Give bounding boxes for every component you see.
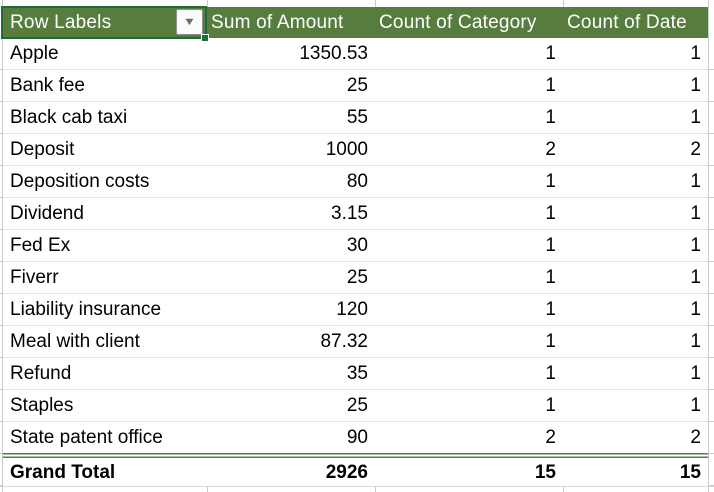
category-count-cell[interactable]: 1	[545, 299, 556, 320]
date-count-cell[interactable]: 1	[690, 75, 701, 96]
amount-cell[interactable]: 1000	[325, 139, 368, 160]
amount-cell[interactable]: 87.32	[320, 331, 368, 352]
pivot-row: Black cab taxi 55 1 1	[3, 102, 708, 134]
date-count-cell[interactable]: 1	[690, 363, 701, 384]
pivot-row: Apple 1350.53 1 1	[3, 38, 708, 70]
row-gridline-rail-left	[0, 38, 3, 486]
row-label-cell[interactable]: Bank fee	[10, 75, 85, 96]
row-label-cell[interactable]: State patent office	[10, 427, 163, 448]
row-label-cell[interactable]: Liability insurance	[10, 299, 162, 320]
pivot-row: Liability insurance 120 1 1	[3, 294, 708, 326]
date-count-cell[interactable]: 1	[690, 299, 701, 320]
gridline-stub	[207, 486, 208, 492]
row-label-cell[interactable]: Staples	[10, 395, 74, 416]
date-count-cell[interactable]: 1	[690, 43, 701, 64]
pivot-rows: Apple 1350.53 1 1 Bank fee 25 1 1 Black …	[3, 38, 708, 454]
grand-total-row: Grand Total 2926 15 15	[3, 458, 708, 486]
row-label-cell[interactable]: Fiverr	[10, 267, 59, 288]
pivot-row: Staples 25 1 1	[3, 390, 708, 422]
gridline-right	[708, 0, 709, 492]
amount-cell[interactable]: 120	[336, 299, 368, 320]
category-count-cell[interactable]: 1	[545, 395, 556, 416]
date-count-cell[interactable]: 1	[690, 267, 701, 288]
gridline-stub	[563, 0, 564, 7]
chevron-down-icon: ▼	[182, 15, 197, 28]
row-label-cell[interactable]: Meal with client	[10, 331, 140, 352]
pivot-header-row: Row Labels Sum of Amount Count of Catego…	[3, 7, 708, 38]
row-labels-header-text: Row Labels	[10, 12, 112, 33]
header-sum-of-amount[interactable]: Sum of Amount	[211, 12, 344, 33]
date-count-cell[interactable]: 1	[690, 203, 701, 224]
row-label-cell[interactable]: Black cab taxi	[10, 107, 128, 128]
row-label-cell[interactable]: Deposition costs	[10, 171, 150, 192]
date-count-cell[interactable]: 1	[690, 171, 701, 192]
date-count-cell[interactable]: 2	[690, 139, 701, 160]
amount-cell[interactable]: 55	[346, 107, 368, 128]
pivot-row: Dividend 3.15 1 1	[3, 198, 708, 230]
grand-total-amount-cell[interactable]: 2926	[325, 461, 368, 483]
category-count-cell[interactable]: 1	[545, 107, 556, 128]
gridline-stub	[375, 486, 376, 492]
fill-handle[interactable]	[201, 34, 209, 42]
gridline-stub	[375, 0, 376, 7]
amount-cell[interactable]: 35	[346, 363, 368, 384]
pivot-row: Fed Ex 30 1 1	[3, 230, 708, 262]
date-count-cell[interactable]: 1	[690, 395, 701, 416]
filter-dropdown-button[interactable]: ▼	[176, 9, 203, 35]
amount-cell[interactable]: 25	[346, 75, 368, 96]
category-count-cell[interactable]: 1	[545, 363, 556, 384]
pivot-row: Bank fee 25 1 1	[3, 70, 708, 102]
date-count-cell[interactable]: 2	[690, 427, 701, 448]
amount-cell[interactable]: 30	[346, 235, 368, 256]
gridline-bottom	[0, 486, 714, 487]
grand-total-rule	[3, 453, 708, 458]
row-label-cell[interactable]: Apple	[10, 43, 59, 64]
amount-cell[interactable]: 90	[346, 427, 368, 448]
category-count-cell[interactable]: 2	[545, 139, 556, 160]
amount-cell[interactable]: 3.15	[331, 203, 368, 224]
amount-cell[interactable]: 25	[346, 267, 368, 288]
grand-total-date-count-cell[interactable]: 15	[679, 461, 701, 483]
amount-cell[interactable]: 25	[346, 395, 368, 416]
category-count-cell[interactable]: 1	[545, 43, 556, 64]
header-count-of-category[interactable]: Count of Category	[379, 12, 537, 33]
pivot-row: Deposit 1000 2 2	[3, 134, 708, 166]
grand-total-category-count-cell[interactable]: 15	[534, 461, 556, 483]
category-count-cell[interactable]: 1	[545, 235, 556, 256]
category-count-cell[interactable]: 1	[545, 331, 556, 352]
header-count-of-date[interactable]: Count of Date	[567, 12, 687, 33]
pivot-row: Fiverr 25 1 1	[3, 262, 708, 294]
date-count-cell[interactable]: 1	[690, 107, 701, 128]
grand-total-label-cell[interactable]: Grand Total	[10, 461, 116, 483]
row-labels-header-cell[interactable]: Row Labels	[3, 7, 207, 38]
category-count-cell[interactable]: 1	[545, 267, 556, 288]
pivot-row: Refund 35 1 1	[3, 358, 708, 390]
category-count-cell[interactable]: 1	[545, 171, 556, 192]
gridline-stub	[207, 0, 208, 7]
date-count-cell[interactable]: 1	[690, 331, 701, 352]
pivot-row: Meal with client 87.32 1 1	[3, 326, 708, 358]
amount-cell[interactable]: 1350.53	[299, 43, 368, 64]
category-count-cell[interactable]: 1	[545, 75, 556, 96]
date-count-cell[interactable]: 1	[690, 235, 701, 256]
pivot-row: Deposition costs 80 1 1	[3, 166, 708, 198]
amount-cell[interactable]: 80	[346, 171, 368, 192]
row-label-cell[interactable]: Fed Ex	[10, 235, 71, 256]
category-count-cell[interactable]: 2	[545, 427, 556, 448]
row-label-cell[interactable]: Refund	[10, 363, 72, 384]
gridline-stub	[563, 486, 564, 492]
category-count-cell[interactable]: 1	[545, 203, 556, 224]
pivot-row: State patent office 90 2 2	[3, 422, 708, 454]
row-gridline-rail-right	[709, 38, 714, 486]
row-label-cell[interactable]: Deposit	[10, 139, 75, 160]
row-label-cell[interactable]: Dividend	[10, 203, 84, 224]
